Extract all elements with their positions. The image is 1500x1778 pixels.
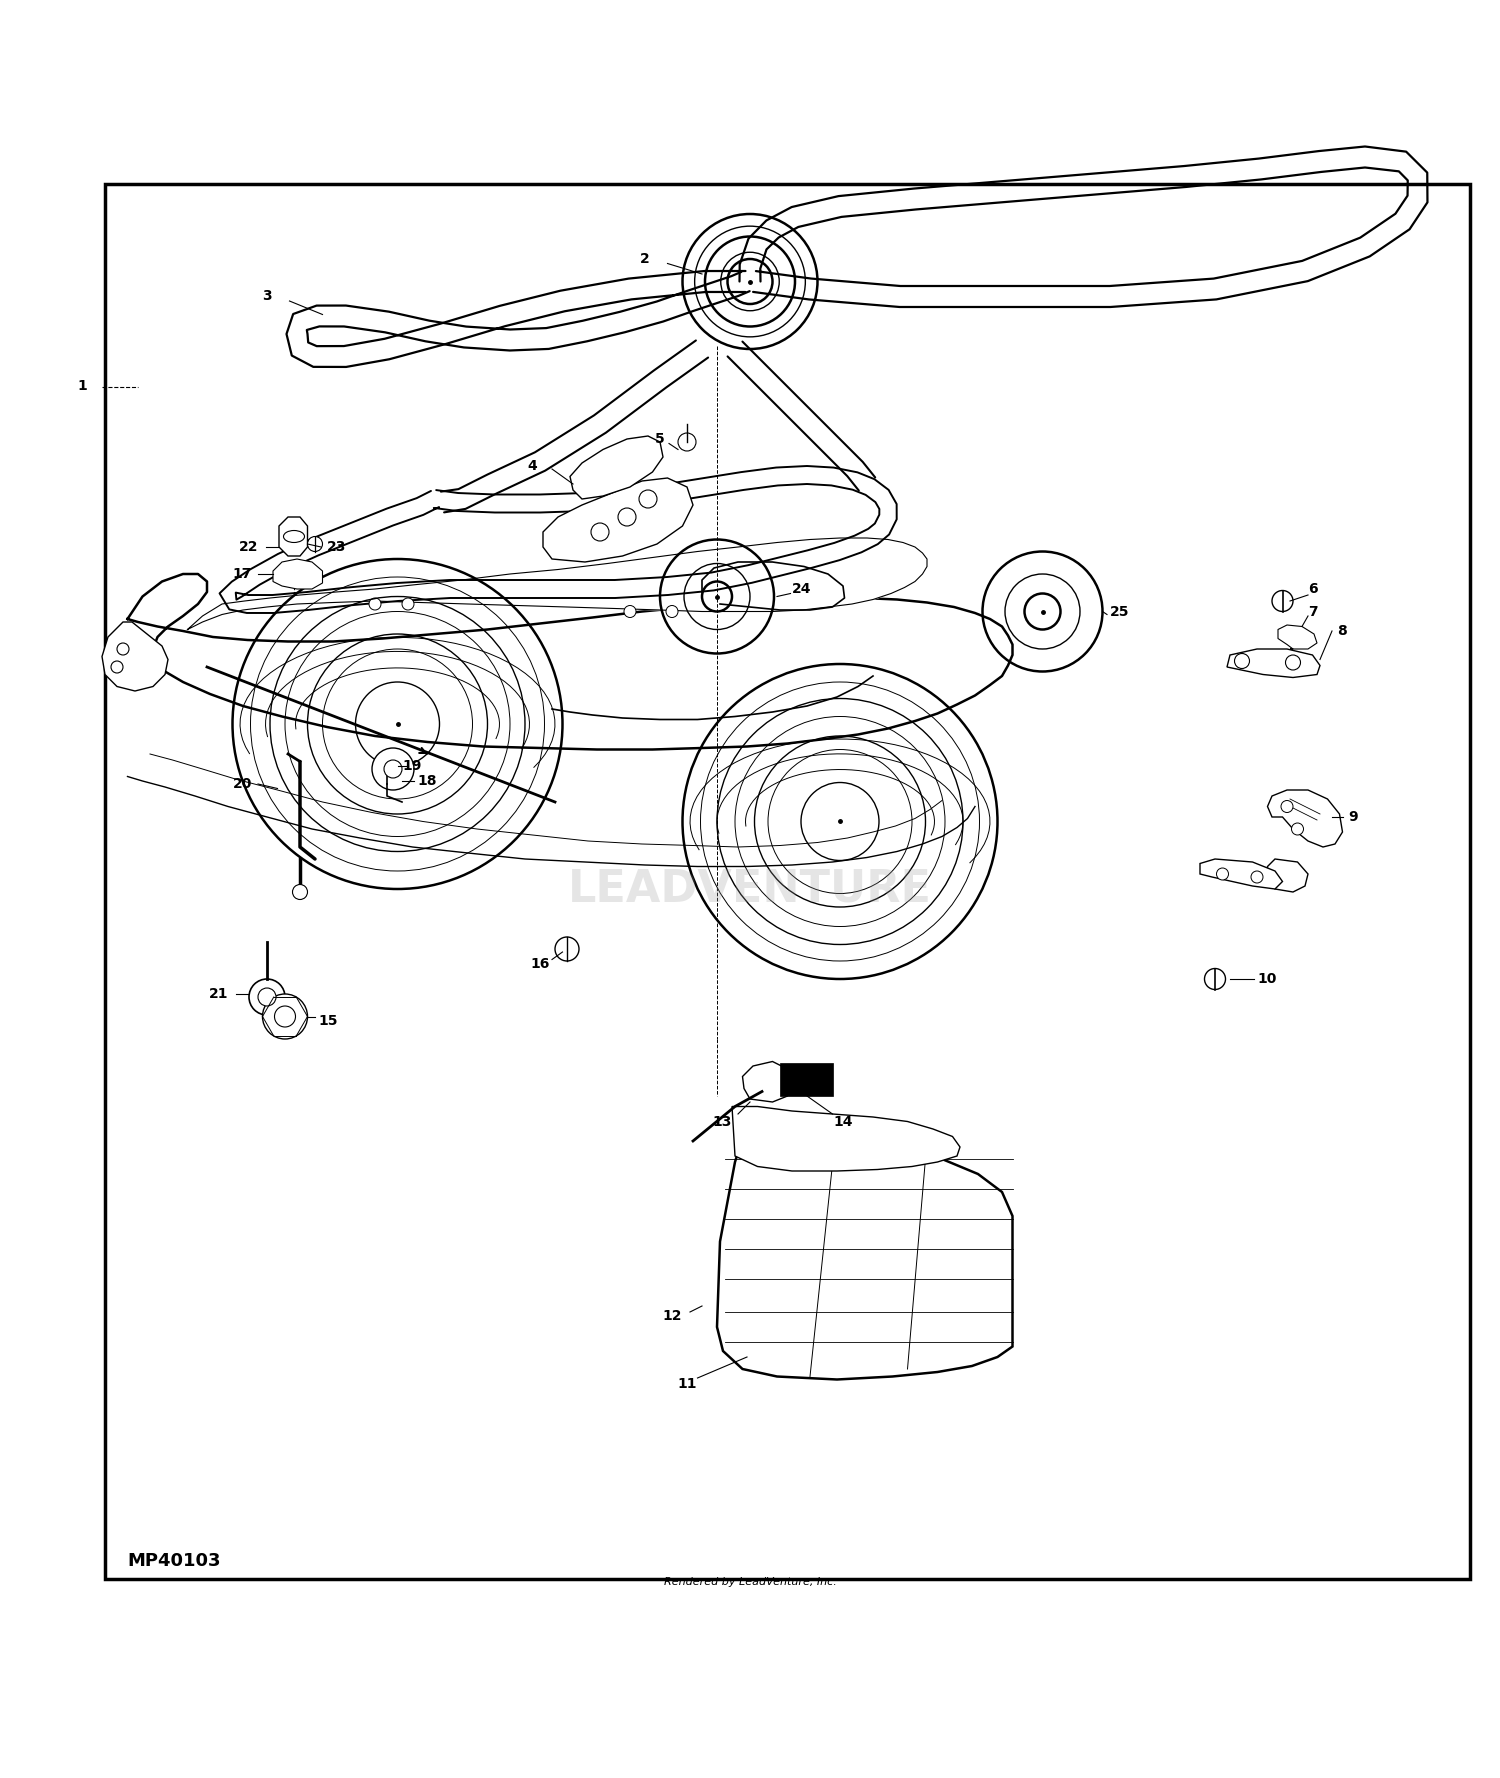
- Circle shape: [308, 537, 322, 551]
- Circle shape: [1272, 590, 1293, 612]
- Text: 25: 25: [1110, 605, 1130, 619]
- Text: 11: 11: [678, 1376, 696, 1390]
- Text: 7: 7: [1308, 605, 1317, 619]
- Circle shape: [384, 759, 402, 779]
- Polygon shape: [1268, 789, 1342, 846]
- Polygon shape: [1278, 626, 1317, 649]
- Text: 17: 17: [232, 567, 252, 581]
- Text: 10: 10: [1257, 973, 1276, 987]
- Circle shape: [1286, 654, 1300, 670]
- Polygon shape: [128, 574, 1013, 750]
- Polygon shape: [1268, 859, 1308, 893]
- Circle shape: [262, 994, 308, 1038]
- Circle shape: [1216, 868, 1228, 880]
- Text: 24: 24: [792, 581, 812, 596]
- Circle shape: [402, 597, 414, 610]
- Circle shape: [678, 434, 696, 452]
- Bar: [780, 1063, 832, 1095]
- Polygon shape: [188, 539, 927, 629]
- Polygon shape: [570, 436, 663, 500]
- Text: 21: 21: [209, 987, 228, 1001]
- Text: 16: 16: [531, 957, 549, 971]
- Text: LEADVENTURE: LEADVENTURE: [568, 868, 932, 910]
- Polygon shape: [543, 478, 693, 562]
- Text: 14: 14: [834, 1115, 852, 1129]
- Text: 23: 23: [327, 541, 346, 555]
- Text: 12: 12: [663, 1310, 681, 1323]
- Circle shape: [639, 491, 657, 509]
- Circle shape: [372, 749, 414, 789]
- Circle shape: [1204, 969, 1225, 990]
- Circle shape: [1292, 823, 1304, 836]
- Text: 13: 13: [712, 1115, 732, 1129]
- Polygon shape: [279, 517, 308, 557]
- Text: 15: 15: [318, 1013, 338, 1028]
- Circle shape: [1234, 654, 1250, 669]
- Polygon shape: [1227, 649, 1320, 677]
- Text: Rendered by LeadVenture, Inc.: Rendered by LeadVenture, Inc.: [663, 1577, 837, 1588]
- Circle shape: [292, 884, 308, 900]
- Circle shape: [111, 661, 123, 674]
- Circle shape: [555, 937, 579, 960]
- Text: 4: 4: [528, 459, 537, 473]
- Polygon shape: [273, 558, 322, 589]
- Circle shape: [666, 606, 678, 617]
- Circle shape: [249, 980, 285, 1015]
- Text: 6: 6: [1308, 581, 1317, 596]
- Text: 9: 9: [1348, 811, 1358, 823]
- Text: 5: 5: [656, 432, 664, 446]
- Polygon shape: [1200, 859, 1282, 889]
- Bar: [783, 1067, 830, 1093]
- Text: 20: 20: [232, 777, 252, 791]
- Text: MP40103: MP40103: [128, 1552, 220, 1570]
- Text: 22: 22: [238, 541, 258, 555]
- Text: 2: 2: [640, 252, 650, 267]
- Text: 3: 3: [262, 290, 272, 304]
- Text: 18: 18: [417, 773, 436, 788]
- Ellipse shape: [284, 530, 304, 542]
- Circle shape: [274, 1006, 296, 1028]
- Text: 1: 1: [78, 379, 87, 393]
- Circle shape: [1281, 800, 1293, 813]
- Circle shape: [258, 989, 276, 1006]
- Circle shape: [117, 644, 129, 654]
- Circle shape: [1251, 871, 1263, 884]
- Polygon shape: [732, 1106, 960, 1172]
- Circle shape: [624, 606, 636, 617]
- Polygon shape: [102, 622, 168, 692]
- Text: 19: 19: [402, 759, 422, 773]
- Circle shape: [591, 523, 609, 541]
- Text: 8: 8: [1338, 624, 1347, 638]
- Circle shape: [369, 597, 381, 610]
- Polygon shape: [717, 1115, 1013, 1380]
- Circle shape: [618, 509, 636, 526]
- Polygon shape: [742, 1061, 792, 1102]
